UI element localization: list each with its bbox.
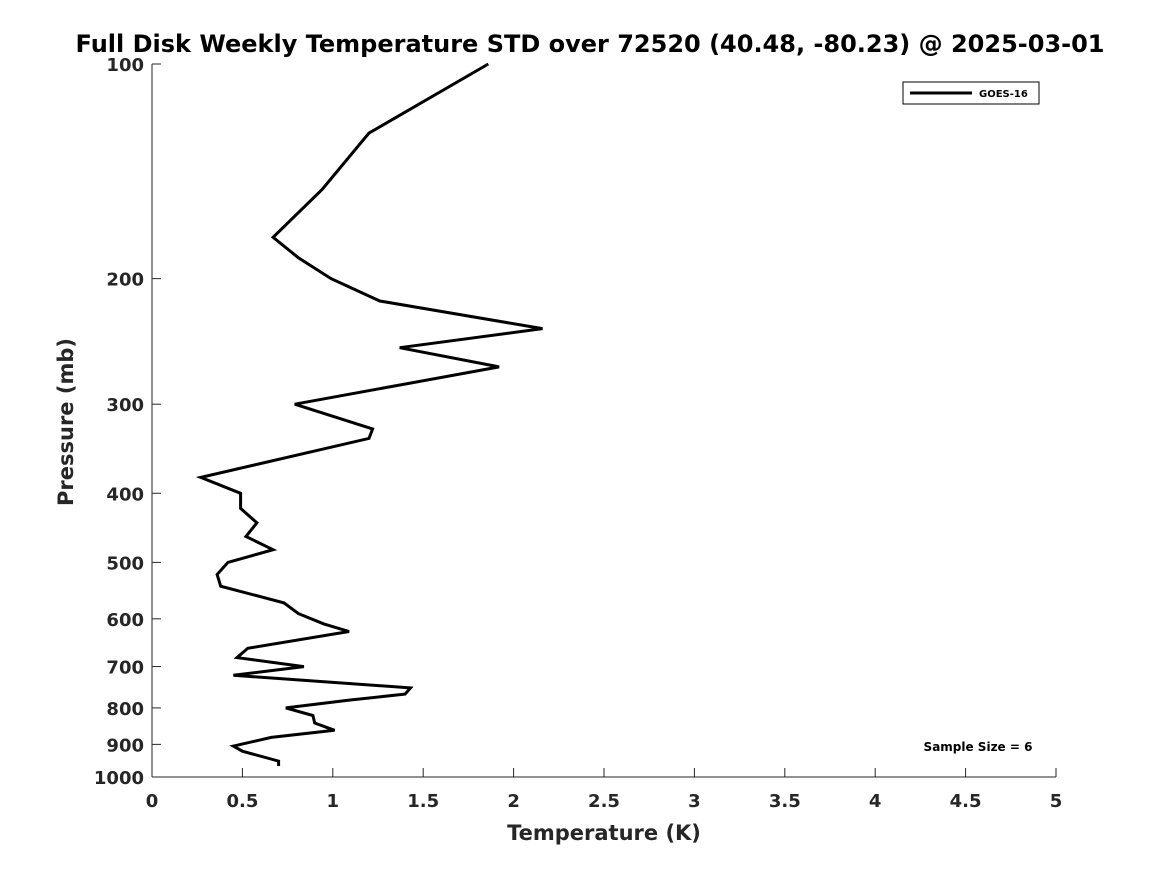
y-tick-label: 500	[106, 553, 144, 574]
x-tick-label: 5	[1050, 791, 1063, 812]
x-tick-label: 1.5	[407, 791, 439, 812]
y-tick-label: 900	[106, 735, 144, 756]
x-tick-label: 1	[327, 791, 340, 812]
x-tick-label: 4.5	[950, 791, 982, 812]
y-tick-label: 1000	[94, 768, 144, 789]
x-axis-label: Temperature (K)	[507, 821, 701, 845]
x-tick-label: 4	[869, 791, 882, 812]
chart-title: Full Disk Weekly Temperature STD over 72…	[76, 30, 1105, 58]
y-tick-label: 700	[106, 658, 144, 679]
y-tick-label: 300	[106, 395, 144, 416]
y-ticks: 100 200 300 400 500 600 700 800 900 1000	[94, 55, 161, 789]
legend: GOES-16	[902, 81, 1040, 105]
x-ticks: 0 0.5 1 1.5 2 2.5 3 3.5 4 4.5 5	[146, 768, 1063, 812]
series-line-goes-16	[195, 62, 543, 766]
sample-size-annotation: Sample Size = 6	[924, 740, 1033, 754]
x-tick-label: 0	[146, 791, 159, 812]
y-tick-label: 400	[106, 484, 144, 505]
y-tick-label: 800	[106, 699, 144, 720]
x-tick-label: 0.5	[226, 791, 258, 812]
legend-label-goes-16: GOES-16	[979, 89, 1028, 100]
x-tick-label: 3.5	[769, 791, 801, 812]
x-tick-label: 2	[507, 791, 520, 812]
x-tick-label: 2.5	[588, 791, 620, 812]
x-tick-label: 3	[688, 791, 701, 812]
y-tick-label: 200	[106, 270, 144, 291]
y-axis-label: Pressure (mb)	[54, 338, 78, 506]
series-layer	[195, 62, 543, 766]
y-tick-label: 100	[106, 55, 144, 76]
y-tick-label: 600	[106, 610, 144, 631]
